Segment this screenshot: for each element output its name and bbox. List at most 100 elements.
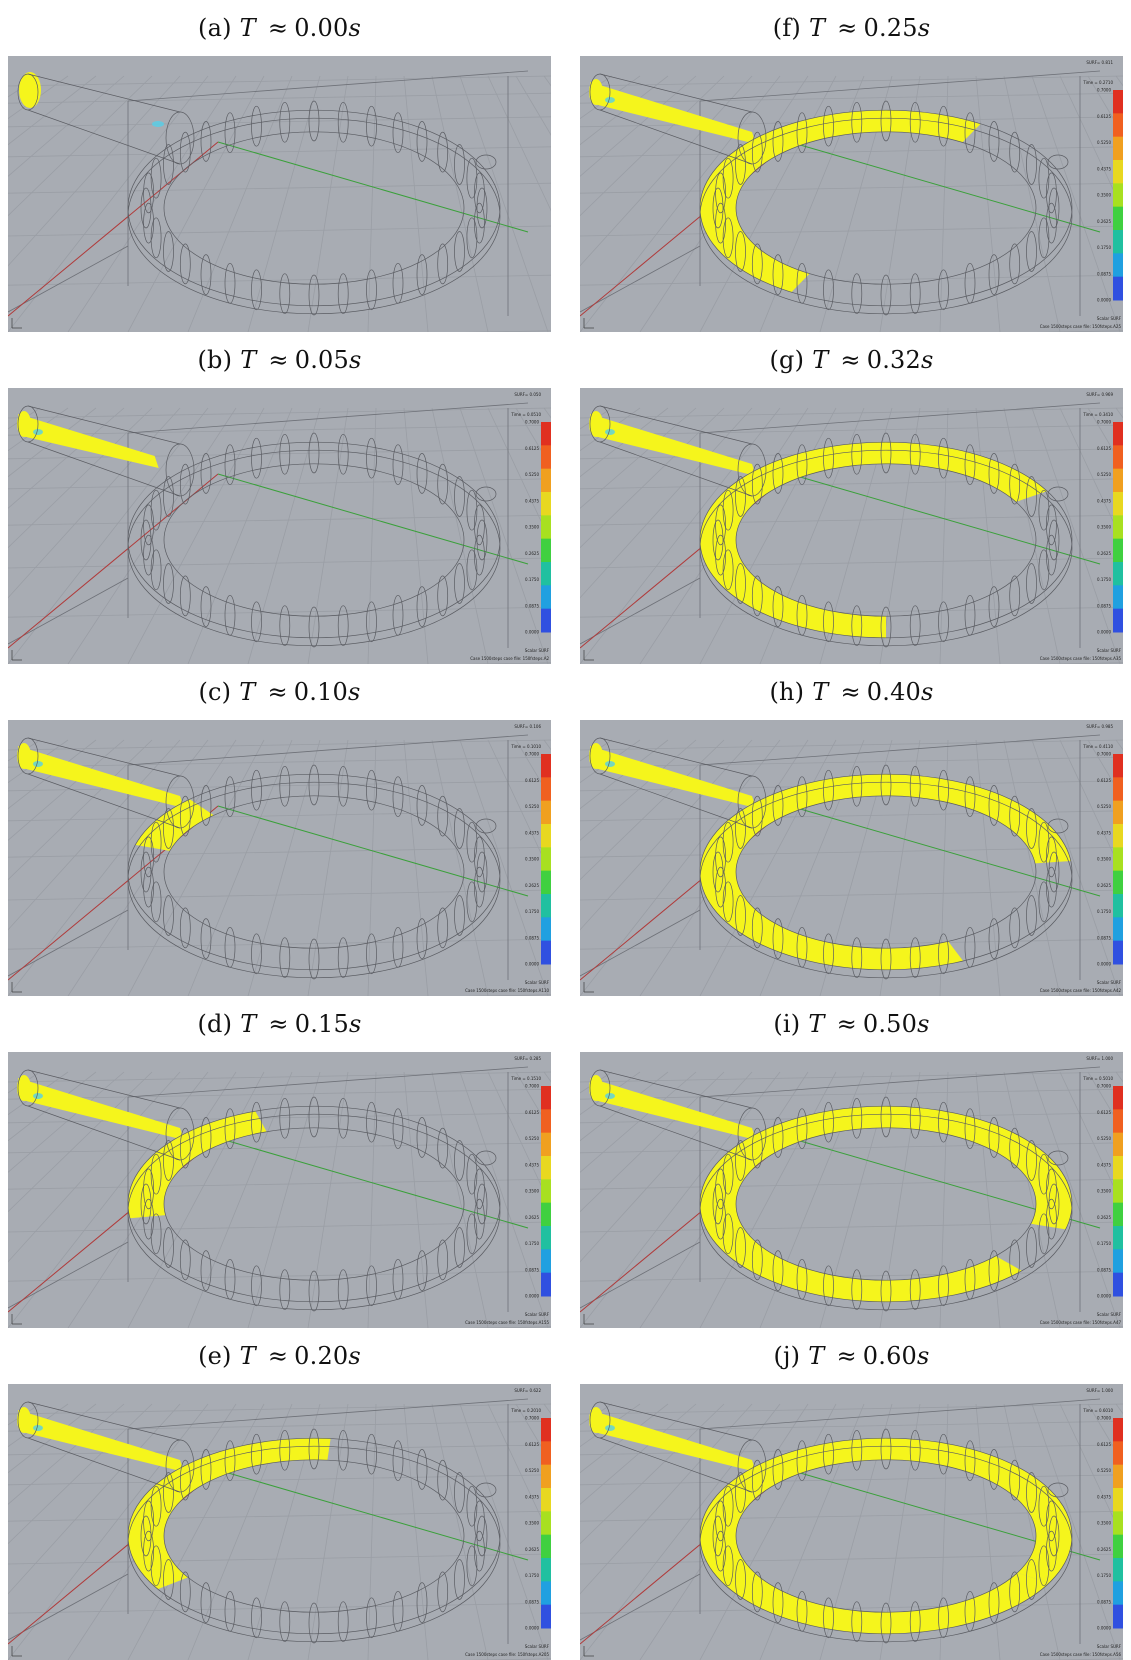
legend-surf: SURF= 1.000	[1086, 1388, 1113, 1393]
legend-swatch	[541, 940, 551, 965]
legend-tick-label: 0.2625	[1097, 1547, 1111, 1552]
legend-tick-label: 0.0000	[525, 962, 539, 967]
legend-swatch	[1113, 608, 1123, 633]
legend-tick-label: 0.0875	[1097, 1599, 1111, 1604]
legend-tick-label: 0.7000	[1097, 88, 1111, 93]
time-unit: s	[917, 1342, 930, 1370]
legend-tick-label: 0.0000	[1097, 630, 1111, 635]
residual-marker	[605, 429, 615, 435]
legend-swatch	[1113, 1086, 1123, 1110]
legend-swatch	[541, 1156, 551, 1180]
y-axis-line	[217, 141, 529, 233]
floor-grid	[580, 75, 1123, 332]
approx-symbol: ≈	[267, 678, 288, 706]
subfigure-label: (j)	[773, 1342, 801, 1370]
legend-tick-label: 0.7000	[525, 1084, 539, 1089]
subfigure-label: (h)	[769, 678, 805, 706]
render-svg: SURF= 0.811 Time = 0.2710 0.7000 0.6125 0.52…	[580, 56, 1123, 332]
legend-name: Scalar SURF	[525, 1312, 550, 1317]
time-symbol: T	[812, 678, 829, 706]
legend-tick-label: 0.0875	[1097, 271, 1111, 276]
domain-box	[580, 1398, 1101, 1644]
mold-wireframe	[589, 1401, 1073, 1644]
legend-tick-label: 0.5250	[1097, 140, 1111, 145]
legend-swatch	[541, 1109, 551, 1134]
subfigure-label: (a)	[198, 14, 232, 42]
residual-marker	[605, 1425, 615, 1431]
subfigure-caption: (c) T ≈0.10 s	[8, 664, 551, 720]
domain-box	[580, 1066, 1101, 1312]
legend-tick-label: 0.4375	[1097, 498, 1111, 503]
axes-glyph	[583, 982, 594, 993]
legend-tick-label: 0.0000	[525, 1294, 539, 1299]
legend-swatch	[541, 585, 551, 610]
axes-glyph	[11, 1646, 22, 1657]
time-unit: s	[348, 1010, 362, 1038]
subfigure-panel: (c) T ≈0.10 s SURF= 0.106 Time = 0.1010 0.7000…	[8, 664, 551, 996]
legend-swatch	[1113, 1441, 1123, 1466]
legend-name: Scalar SURF	[525, 980, 550, 985]
approx-symbol: ≈	[836, 1342, 857, 1370]
simulation-render	[8, 56, 551, 332]
subfigure-panel: (e) T ≈0.20 s SURF= 0.622 Time = 0.2010 0.7000…	[8, 1328, 551, 1660]
render-svg	[8, 56, 551, 332]
legend-swatch	[541, 1464, 551, 1489]
legend-swatch	[541, 468, 551, 493]
legend-swatch	[1113, 894, 1123, 918]
legend-footer: Case 1500steps case file: 150fsteps.A25	[1040, 324, 1122, 329]
legend-tick-label: 0.3500	[525, 857, 539, 862]
render-svg: SURF= 0.969 Time = 0.3410 0.7000 0.6125 0.52…	[580, 388, 1123, 664]
legend-swatch	[1113, 585, 1123, 610]
simulation-render: SURF= 0.811 Time = 0.2710 0.7000 0.6125 0.52…	[580, 56, 1123, 332]
time-value: 0.60	[862, 1342, 918, 1370]
subfigure-panel: (a) T ≈0.00 s	[8, 0, 551, 332]
legend-swatch	[541, 777, 551, 802]
time-value: 0.10	[293, 678, 349, 706]
time-value: 0.32	[866, 346, 921, 374]
legend-swatch	[1113, 777, 1123, 802]
subfigure-caption: (f) T ≈0.25 s	[580, 0, 1123, 56]
legend-tick-label: 0.6125	[1097, 446, 1111, 451]
legend-swatch	[1113, 276, 1123, 301]
legend-swatch	[1113, 1511, 1123, 1536]
legend-swatch	[1113, 562, 1123, 586]
legend-time: Time = 0.2010	[510, 1408, 541, 1413]
legend-swatch	[1113, 90, 1123, 114]
render-svg: SURF= 0.985 Time = 0.4110 0.7000 0.6125 0.52…	[580, 720, 1123, 996]
simulation-render: SURF= 1.000 Time = 0.5010 0.7000 0.6125 0.52…	[580, 1052, 1123, 1328]
legend-swatch	[541, 870, 551, 895]
subfigure-panel: (i) T ≈0.50 s SURF= 1.000 Time = 0.5010 0.7000…	[580, 996, 1123, 1328]
color-legend: SURF= 0.811 Time = 0.2710 0.7000 0.6125 0.52…	[1040, 60, 1123, 329]
legend-swatch	[1113, 1132, 1123, 1157]
simulation-render: SURF= 0.106 Time = 0.1010 0.7000 0.6125 0.52…	[8, 720, 551, 996]
render-svg: SURF= 0.622 Time = 0.2010 0.7000 0.6125 0.52…	[8, 1384, 551, 1660]
mold-wireframe	[589, 737, 1073, 980]
subfigure-caption: (e) T ≈0.20 s	[8, 1328, 551, 1384]
legend-swatch	[541, 1202, 551, 1227]
legend-tick-label: 0.4375	[1097, 1494, 1111, 1499]
legend-tick-label: 0.0875	[1097, 1267, 1111, 1272]
mold-wireframe	[17, 737, 501, 980]
legend-tick-label: 0.7000	[525, 420, 539, 425]
legend-tick-label: 0.1750	[525, 909, 539, 914]
legend-name: Scalar SURF	[1097, 1644, 1122, 1649]
legend-swatch	[541, 515, 551, 540]
legend-swatch	[541, 608, 551, 633]
subfigure-panel: (d) T ≈0.15 s SURF= 0.285 Time = 0.1510 0.7000…	[8, 996, 551, 1328]
subfigure-label: (f)	[772, 14, 801, 42]
legend-time: Time = 0.6010	[1082, 1408, 1113, 1413]
legend-tick-label: 0.3500	[1097, 193, 1111, 198]
time-symbol: T	[808, 14, 826, 42]
time-symbol: T	[808, 1342, 825, 1370]
legend-name: Scalar SURF	[1097, 1312, 1122, 1317]
domain-box	[580, 70, 1101, 316]
legend-swatch	[1113, 940, 1123, 965]
time-unit: s	[921, 678, 934, 706]
legend-swatch	[1113, 422, 1123, 446]
floor-grid	[8, 1071, 551, 1328]
legend-swatch	[1113, 1272, 1123, 1297]
time-value: 0.40	[866, 678, 922, 706]
residual-marker	[605, 761, 615, 767]
subfigure-caption: (b) T ≈0.05 s	[8, 332, 551, 388]
axes-glyph	[583, 318, 594, 329]
